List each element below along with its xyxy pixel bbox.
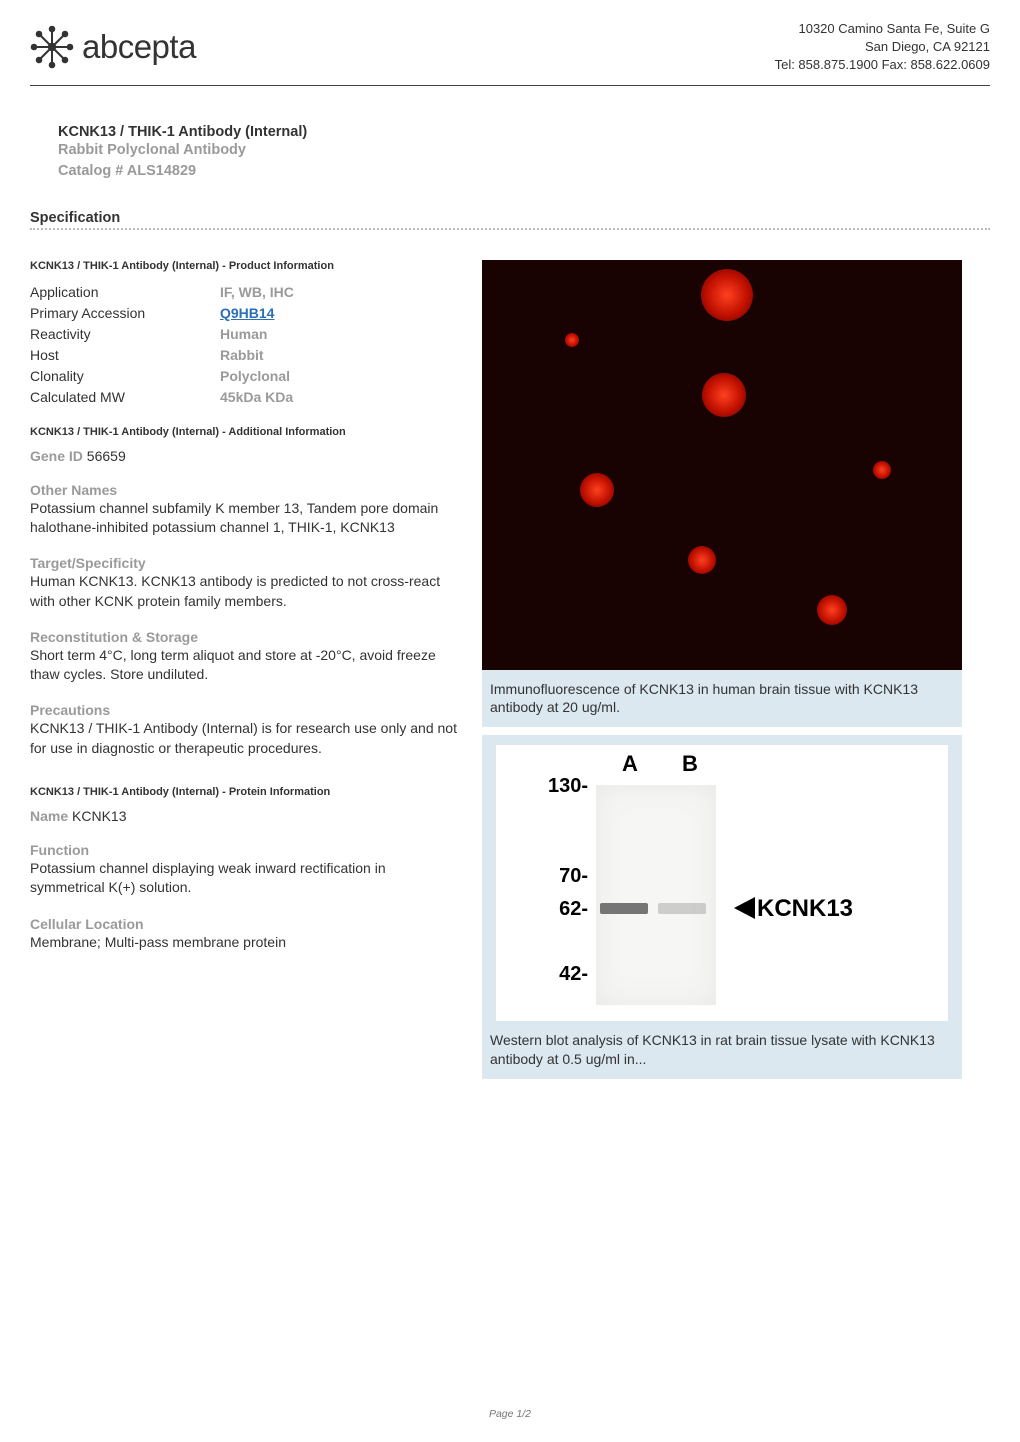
block-title: Cellular Location	[30, 916, 460, 932]
section-label-product-info: KCNK13 / THIK-1 Antibody (Internal) - Pr…	[30, 260, 460, 272]
wb-arrow-icon	[734, 897, 755, 919]
western-blot-image: A B 130- 70- 62- 42- KCNK13	[496, 745, 948, 1021]
info-value: Rabbit	[220, 345, 264, 366]
block-title: Precautions	[30, 702, 460, 718]
fluoro-signal-dot	[701, 269, 753, 321]
product-catalog: Catalog # ALS14829	[58, 161, 990, 182]
western-blot-figure: A B 130- 70- 62- 42- KCNK13	[482, 735, 962, 1021]
table-row: Host Rabbit	[30, 345, 460, 366]
table-row: Reactivity Human	[30, 324, 460, 345]
fluoro-signal-dot	[873, 461, 891, 479]
logo-icon	[30, 25, 74, 69]
info-value: 45kDa KDa	[220, 387, 293, 408]
product-title-block: KCNK13 / THIK-1 Antibody (Internal) Rabb…	[58, 124, 990, 182]
table-row: Application IF, WB, IHC	[30, 282, 460, 303]
accession-link[interactable]: Q9HB14	[220, 303, 274, 324]
info-value: Polyclonal	[220, 366, 290, 387]
address-line: 10320 Camino Santa Fe, Suite G	[775, 20, 990, 38]
name-value: KCNK13	[72, 808, 126, 824]
block-text: Short term 4°C, long term aliquot and st…	[30, 646, 460, 685]
table-row: Primary Accession Q9HB14	[30, 303, 460, 324]
wb-lane-label-a: A	[622, 751, 638, 777]
fluoro-signal-dot	[688, 546, 716, 574]
logo-text: abcepta	[82, 28, 196, 66]
page-number: Page 1/2	[0, 1408, 1020, 1420]
gene-id-value: 56659	[87, 448, 126, 464]
wb-mw-marker: 62-	[536, 898, 588, 921]
wb-gel-area	[596, 785, 716, 1005]
info-key: Host	[30, 345, 220, 366]
wb-mw-marker: 42-	[536, 963, 588, 986]
fluoro-signal-dot	[817, 595, 847, 625]
block-text: Potassium channel subfamily K member 13,…	[30, 499, 460, 538]
precautions-block: Precautions KCNK13 / THIK-1 Antibody (In…	[30, 702, 460, 758]
company-address: 10320 Camino Santa Fe, Suite G San Diego…	[775, 20, 990, 75]
specification-heading: Specification	[30, 210, 990, 230]
wb-lane-label-b: B	[682, 751, 698, 777]
table-row: Calculated MW 45kDa KDa	[30, 387, 460, 408]
info-value: IF, WB, IHC	[220, 282, 294, 303]
info-key: Clonality	[30, 366, 220, 387]
fluoro-signal-dot	[565, 333, 579, 347]
product-title: KCNK13 / THIK-1 Antibody (Internal)	[58, 124, 990, 140]
address-line: San Diego, CA 92121	[775, 38, 990, 56]
table-row: Clonality Polyclonal	[30, 366, 460, 387]
section-label-protein-info: KCNK13 / THIK-1 Antibody (Internal) - Pr…	[30, 786, 460, 798]
western-blot-caption: Western blot analysis of KCNK13 in rat b…	[482, 1021, 962, 1079]
wb-band-lane-b	[658, 903, 706, 914]
cellular-location-block: Cellular Location Membrane; Multi-pass m…	[30, 916, 460, 952]
page-header: abcepta 10320 Camino Santa Fe, Suite G S…	[30, 20, 990, 86]
reconstitution-storage-block: Reconstitution & Storage Short term 4°C,…	[30, 629, 460, 685]
info-key: Application	[30, 282, 220, 303]
info-key: Calculated MW	[30, 387, 220, 408]
block-text: Human KCNK13. KCNK13 antibody is predict…	[30, 572, 460, 611]
wb-band-lane-a	[600, 903, 648, 914]
wb-mw-marker: 130-	[536, 775, 588, 798]
info-key: Primary Accession	[30, 303, 220, 324]
section-label-additional-info: KCNK13 / THIK-1 Antibody (Internal) - Ad…	[30, 426, 460, 438]
function-block: Function Potassium channel displaying we…	[30, 842, 460, 898]
name-label: Name	[30, 808, 68, 824]
fluoro-signal-dot	[580, 473, 614, 507]
block-title: Function	[30, 842, 460, 858]
gene-id-row: Gene ID 56659	[30, 448, 460, 464]
other-names-block: Other Names Potassium channel subfamily …	[30, 482, 460, 538]
block-title: Other Names	[30, 482, 460, 498]
info-value: Human	[220, 324, 267, 345]
block-text: Potassium channel displaying weak inward…	[30, 859, 460, 898]
gene-id-label: Gene ID	[30, 448, 83, 464]
wb-mw-marker: 70-	[536, 865, 588, 888]
product-info-table: Application IF, WB, IHC Primary Accessio…	[30, 282, 460, 408]
target-specificity-block: Target/Specificity Human KCNK13. KCNK13 …	[30, 555, 460, 611]
protein-name-row: Name KCNK13	[30, 808, 460, 824]
logo: abcepta	[30, 25, 196, 69]
immunofluorescence-caption: Immunofluorescence of KCNK13 in human br…	[482, 670, 962, 728]
block-title: Reconstitution & Storage	[30, 629, 460, 645]
wb-target-label: KCNK13	[757, 895, 853, 923]
block-text: Membrane; Multi-pass membrane protein	[30, 933, 460, 952]
block-title: Target/Specificity	[30, 555, 460, 571]
block-text: KCNK13 / THIK-1 Antibody (Internal) is f…	[30, 719, 460, 758]
info-key: Reactivity	[30, 324, 220, 345]
product-subtitle: Rabbit Polyclonal Antibody	[58, 140, 990, 161]
immunofluorescence-image	[482, 260, 962, 670]
address-line: Tel: 858.875.1900 Fax: 858.622.0609	[775, 56, 990, 74]
fluoro-signal-dot	[702, 373, 746, 417]
